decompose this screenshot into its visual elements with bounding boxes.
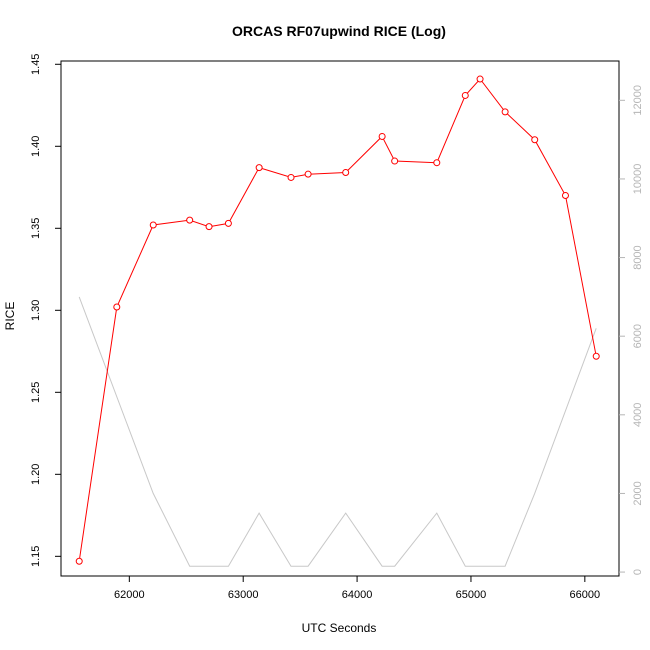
x-tick-label-2: 64000 bbox=[342, 589, 373, 601]
series-0-point-4 bbox=[205, 223, 213, 231]
series-0-point-16 bbox=[531, 136, 539, 144]
bottom-axis: 62000 63000 64000 65000 66000 bbox=[114, 576, 600, 601]
series-0-point-11 bbox=[391, 157, 399, 165]
y-tick-label-0: 1.15 bbox=[30, 546, 42, 567]
x-tick-label-1: 63000 bbox=[228, 589, 259, 601]
x-tick-label-4: 66000 bbox=[570, 589, 601, 601]
left-axis: 1.15 1.20 1.25 1.30 1.35 1.40 1.45 bbox=[30, 54, 61, 567]
series-layer bbox=[75, 75, 600, 567]
series-0-point-10 bbox=[378, 132, 386, 140]
series-0-point-8 bbox=[304, 170, 312, 178]
y2-tick-label-6: 12000 bbox=[632, 85, 644, 116]
right-axis: 0 2000 4000 6000 8000 10000 12000 bbox=[619, 85, 644, 575]
y2-tick-label-3: 6000 bbox=[632, 324, 644, 348]
series-0-point-14 bbox=[476, 75, 484, 83]
y-tick-label-1: 1.20 bbox=[30, 464, 42, 485]
series-0-point-13 bbox=[461, 91, 469, 99]
series-0-line bbox=[78, 78, 597, 562]
series-0-point-5 bbox=[224, 219, 232, 227]
plot-frame bbox=[60, 60, 620, 577]
series-0-point-17 bbox=[561, 191, 569, 199]
series-0-point-0 bbox=[75, 557, 83, 565]
series-1-line bbox=[78, 296, 597, 567]
x-tick-label-0: 62000 bbox=[114, 589, 145, 601]
x-axis-label: UTC Seconds bbox=[302, 621, 377, 635]
series-0-point-7 bbox=[287, 173, 295, 181]
y-axis-label: RICE bbox=[3, 302, 17, 331]
y-tick-label-4: 1.35 bbox=[30, 218, 42, 239]
series-0-point-3 bbox=[186, 216, 194, 224]
series-0-point-2 bbox=[149, 221, 157, 229]
y2-tick-label-0: 0 bbox=[632, 569, 644, 575]
series-0-point-15 bbox=[501, 108, 509, 116]
y-tick-label-3: 1.30 bbox=[30, 300, 42, 321]
y-tick-label-6: 1.45 bbox=[30, 54, 42, 75]
y2-tick-label-1: 2000 bbox=[632, 481, 644, 505]
y-tick-label-5: 1.40 bbox=[30, 136, 42, 157]
y2-tick-label-4: 8000 bbox=[632, 245, 644, 269]
chart-title: ORCAS RF07upwind RICE (Log) bbox=[232, 23, 446, 39]
series-0-point-6 bbox=[255, 164, 263, 172]
y-tick-label-2: 1.25 bbox=[30, 382, 42, 403]
x-tick-label-3: 65000 bbox=[456, 589, 487, 601]
series-0-point-18 bbox=[592, 352, 600, 360]
y2-tick-label-2: 4000 bbox=[632, 403, 644, 427]
y2-tick-label-5: 10000 bbox=[632, 164, 644, 195]
series-0-point-9 bbox=[342, 169, 350, 177]
series-0-point-12 bbox=[433, 159, 441, 167]
series-0-point-1 bbox=[113, 303, 121, 311]
